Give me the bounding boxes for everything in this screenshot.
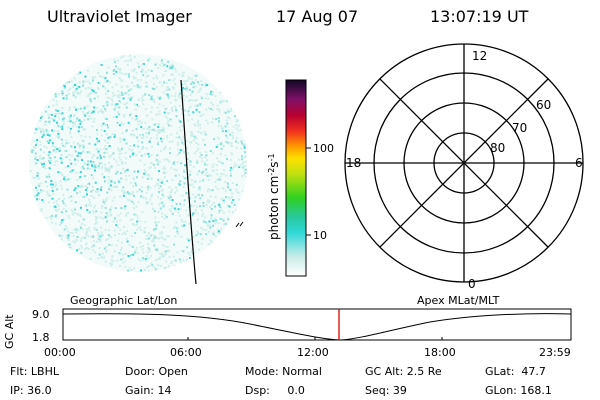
status-dsp: Dsp: 0.0 bbox=[245, 384, 305, 397]
orbit-x-tick-0600: 06:00 bbox=[170, 346, 202, 359]
orbit-right-title: Apex MLat/MLT bbox=[417, 294, 500, 307]
mlt-label-0: 0 bbox=[468, 277, 476, 291]
auroral-emission-speckles bbox=[29, 54, 247, 272]
orbit-y-tick-bottom: 1.8 bbox=[32, 331, 50, 344]
mlt-label-18: 18 bbox=[346, 156, 361, 170]
image-date: 17 Aug 07 bbox=[276, 7, 359, 26]
lat-label-60: 60 bbox=[536, 98, 551, 112]
status-gain: Gain: 14 bbox=[125, 384, 172, 397]
status-seq: Seq: 39 bbox=[365, 384, 407, 397]
orbit-x-tick-1800: 18:00 bbox=[424, 346, 456, 359]
polar-plot bbox=[344, 43, 584, 283]
imager-disk bbox=[29, 54, 247, 285]
orbit-x-tick-1200: 12:00 bbox=[297, 346, 329, 359]
colorbar-tick-10: 10 bbox=[313, 229, 327, 242]
image-time: 13:07:19 UT bbox=[430, 7, 529, 26]
status-gc-alt: GC Alt: 2.5 Re bbox=[365, 365, 442, 378]
orbit-y-tick-top: 9.0 bbox=[32, 308, 50, 321]
orbit-x-tick-2359: 23:59 bbox=[539, 346, 571, 359]
orbit-left-title: Geographic Lat/Lon bbox=[70, 294, 178, 307]
lat-label-70: 70 bbox=[512, 121, 527, 135]
status-glon: GLon: 168.1 bbox=[485, 384, 552, 397]
colorbar-tick-100: 100 bbox=[313, 142, 334, 155]
instrument-title: Ultraviolet Imager bbox=[47, 7, 192, 26]
colorbar-unit-label: photon cm-2s-1 bbox=[267, 153, 282, 240]
mlt-label-12: 12 bbox=[472, 49, 487, 63]
status-glat: GLat: 47.7 bbox=[485, 365, 546, 378]
lat-label-80: 80 bbox=[490, 141, 505, 155]
color-scale-bar: 100 10 photon cm-2s-1 bbox=[267, 79, 334, 277]
orbit-altitude-panel: GC Alt bbox=[3, 308, 572, 349]
orbit-x-tick-0000: 00:00 bbox=[44, 346, 76, 359]
status-ip: IP: 36.0 bbox=[10, 384, 52, 397]
orbit-y-axis-label: GC Alt bbox=[3, 314, 16, 349]
status-mode: Mode: Normal bbox=[245, 365, 322, 378]
status-door: Door: Open bbox=[125, 365, 188, 378]
status-filter: Flt: LBHL bbox=[10, 365, 59, 378]
mlt-label-6: 6 bbox=[575, 156, 583, 170]
terminator-line bbox=[180, 79, 197, 285]
